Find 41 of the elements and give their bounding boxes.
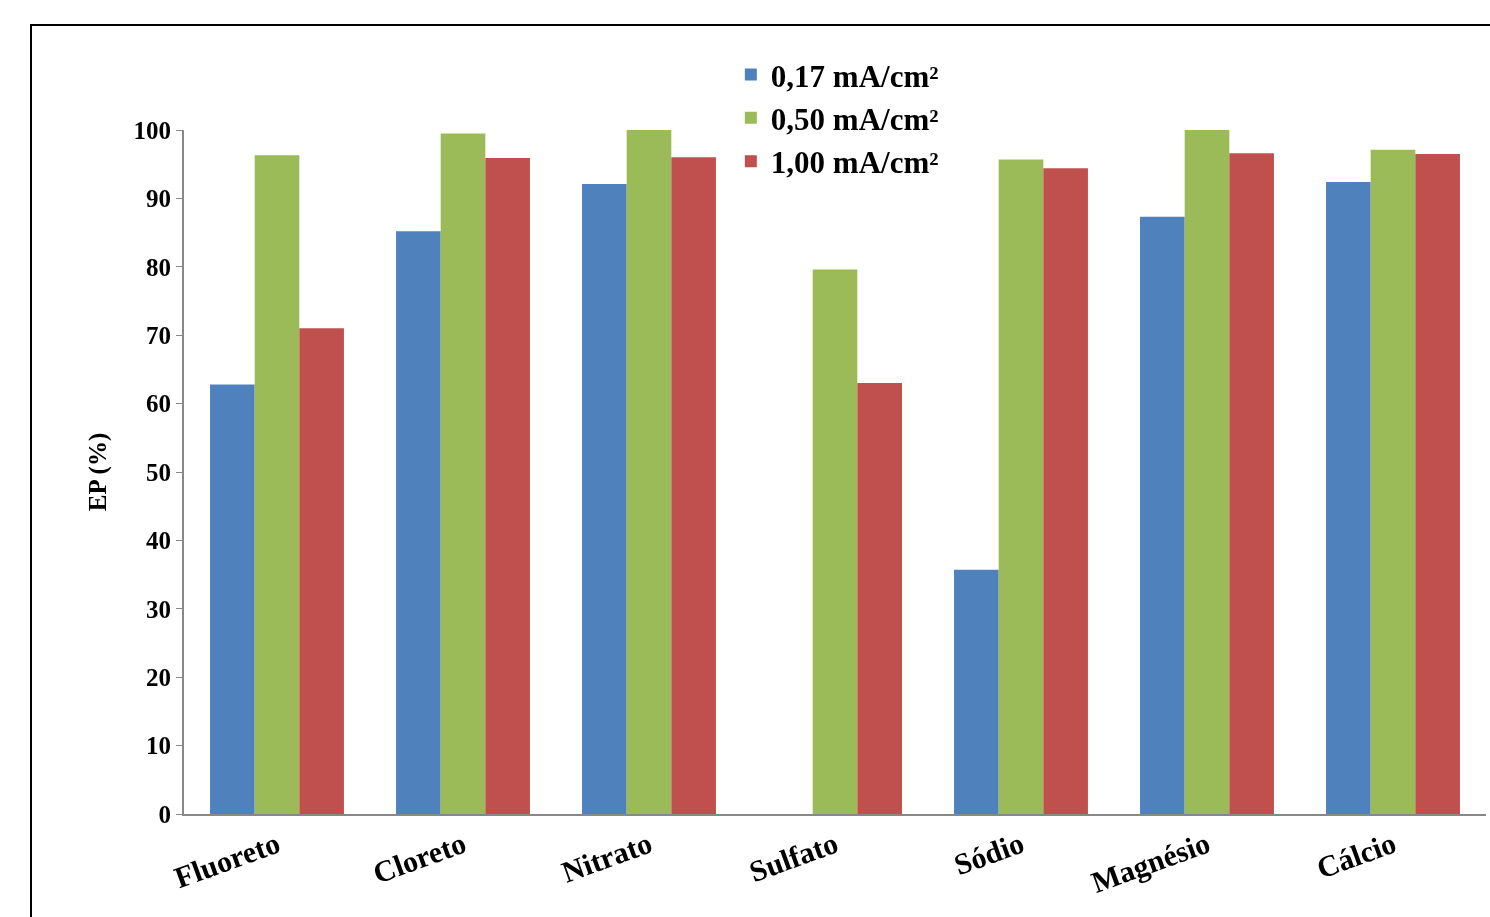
x-tick-label: Cloreto [368, 825, 471, 890]
bar [1043, 168, 1088, 814]
bar [1415, 153, 1460, 814]
bar [1140, 216, 1185, 814]
y-tick-label: 80 [146, 253, 171, 281]
bar [299, 328, 344, 814]
legend-label: 0,50 mA/cm² [770, 101, 939, 137]
y-tick-label: 60 [146, 390, 171, 418]
bar [396, 231, 441, 814]
y-tick-label: 40 [146, 527, 171, 555]
bar [626, 130, 672, 814]
y-tick-label: 100 [133, 116, 171, 144]
y-tick-label: 20 [146, 663, 171, 691]
bar [485, 158, 530, 814]
legend-label: 0,17 mA/cm² [770, 58, 939, 94]
bar [1229, 153, 1274, 814]
bar [1370, 149, 1416, 814]
x-tick-label: Sulfato [744, 825, 843, 889]
x-tick-label: Sódio [949, 825, 1029, 882]
y-tick-label: 70 [146, 321, 171, 349]
bar [671, 157, 716, 814]
bar [440, 133, 486, 814]
bar [1184, 130, 1230, 814]
bar [1326, 181, 1371, 814]
y-tick-label: 90 [146, 185, 171, 213]
y-tick-label: 50 [146, 458, 171, 486]
bar [210, 384, 255, 814]
x-tick-label: Fluoreto [170, 825, 285, 895]
y-tick-label: 30 [146, 595, 171, 623]
bar [812, 269, 858, 814]
x-tick-label: Nitrato [557, 825, 657, 889]
y-axis-title: EP (%) [83, 432, 112, 512]
y-tick-label: 0 [158, 800, 171, 828]
bar [254, 155, 300, 814]
bar [998, 159, 1044, 814]
y-tick-label: 10 [146, 732, 171, 760]
bar [582, 184, 627, 814]
bar [857, 383, 902, 814]
legend-label: 1,00 mA/cm² [770, 145, 939, 181]
x-tick-label: Cálcio [1312, 825, 1401, 885]
bar [954, 569, 999, 814]
